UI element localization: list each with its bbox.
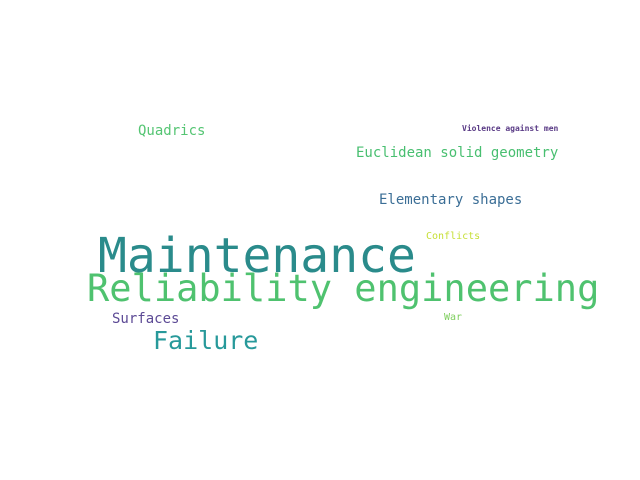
- word-reliability-engineering: Reliability engineering: [87, 267, 600, 310]
- word-failure: Failure: [153, 326, 259, 355]
- word-quadrics: Quadrics: [138, 123, 206, 139]
- word-euclidean-solid-geometry: Euclidean solid geometry: [356, 145, 559, 161]
- word-maintenance: Maintenance: [98, 228, 416, 284]
- word-surfaces: Surfaces: [112, 311, 180, 327]
- word-war: War: [444, 312, 463, 323]
- word-elementary-shapes: Elementary shapes: [379, 192, 523, 208]
- word-violence-against-men: Violence against men: [462, 124, 559, 133]
- word-conflicts: Conflicts: [426, 231, 481, 242]
